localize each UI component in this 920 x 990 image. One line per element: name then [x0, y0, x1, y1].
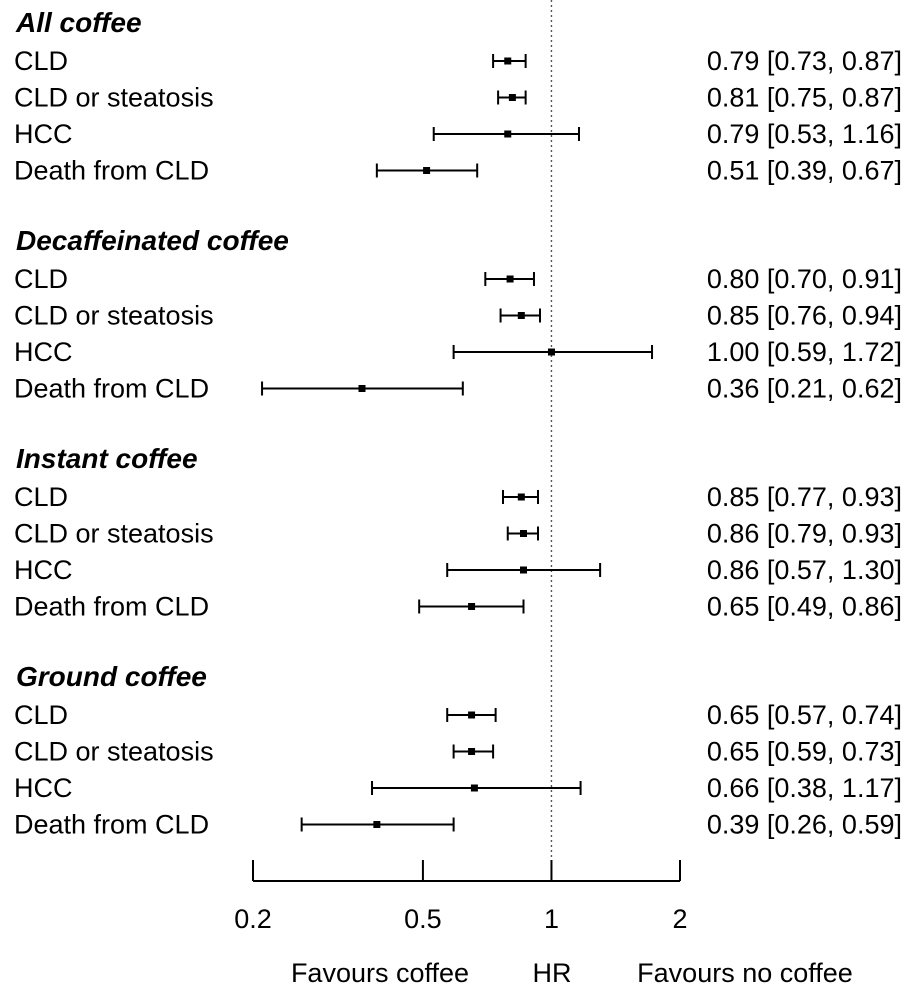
row-estimate: 0.66 [0.38, 1.17] [707, 773, 902, 803]
row-label: HCC [14, 337, 73, 367]
row-estimate: 0.36 [0.21, 0.62] [707, 374, 902, 404]
point-estimate [468, 711, 476, 719]
row-label: CLD or steatosis [14, 737, 214, 767]
forest-row: Death from CLD 0.36 [0.21, 0.62] [14, 374, 902, 404]
row-label: HCC [14, 119, 73, 149]
row-label: CLD [14, 482, 68, 512]
point-estimate [506, 275, 514, 283]
row-estimate: 0.51 [0.39, 0.67] [707, 156, 902, 186]
row-estimate: 0.65 [0.49, 0.86] [707, 592, 902, 622]
row-estimate: 0.86 [0.57, 1.30] [707, 555, 902, 585]
row-estimate: 1.00 [0.59, 1.72] [707, 337, 902, 367]
forest-row: CLD 0.65 [0.57, 0.74] [14, 700, 902, 730]
group-1: All coffee CLD 0.79 [0.73, 0.87] CLD or ste… [14, 7, 902, 186]
group-title: Decaffeinated coffee [16, 225, 289, 256]
row-label: Death from CLD [14, 810, 209, 840]
group-title: All coffee [15, 7, 142, 38]
tick-label: 2 [672, 904, 687, 934]
x-axis: 0.2 0.5 1 2 [234, 860, 688, 934]
row-label: CLD [14, 264, 68, 294]
forest-row: CLD 0.80 [0.70, 0.91] [14, 264, 902, 294]
group-title: Ground coffee [16, 661, 207, 692]
row-estimate: 0.79 [0.53, 1.16] [707, 119, 902, 149]
forest-row: CLD 0.85 [0.77, 0.93] [14, 482, 902, 512]
point-estimate [519, 566, 527, 574]
forest-row: CLD or steatosis 0.65 [0.59, 0.73] [14, 737, 902, 767]
point-estimate [517, 312, 525, 319]
forest-row: Death from CLD 0.65 [0.49, 0.86] [14, 592, 902, 622]
point-estimate [519, 530, 527, 537]
row-label: CLD or steatosis [14, 83, 214, 113]
row-estimate: 0.65 [0.57, 0.74] [707, 700, 902, 730]
row-estimate: 0.79 [0.73, 0.87] [707, 46, 902, 76]
forest-row: HCC 1.00 [0.59, 1.72] [14, 337, 902, 367]
forest-row: HCC 0.86 [0.57, 1.30] [14, 555, 902, 585]
point-estimate [468, 748, 476, 755]
point-estimate [358, 385, 366, 392]
point-estimate [423, 167, 431, 174]
caption-favours-no-coffee: Favours no coffee [637, 958, 853, 988]
point-estimate [517, 493, 525, 501]
row-label: CLD or steatosis [14, 519, 214, 549]
row-estimate: 0.65 [0.59, 0.73] [707, 737, 902, 767]
row-estimate: 0.80 [0.70, 0.91] [707, 264, 902, 294]
group-4: Ground coffee CLD 0.65 [0.57, 0.74] CLD or … [14, 661, 902, 840]
row-label: Death from CLD [14, 156, 209, 186]
point-estimate [547, 348, 555, 356]
forest-row: CLD or steatosis 0.85 [0.76, 0.94] [14, 301, 902, 331]
tick-label: 1 [544, 904, 559, 934]
row-label: HCC [14, 773, 73, 803]
row-label: CLD [14, 700, 68, 730]
forest-row: CLD or steatosis 0.81 [0.75, 0.87] [14, 83, 902, 113]
forest-row: Death from CLD 0.51 [0.39, 0.67] [14, 156, 902, 186]
row-estimate: 0.86 [0.79, 0.93] [707, 519, 902, 549]
forest-row: HCC 0.79 [0.53, 1.16] [14, 119, 902, 149]
row-estimate: 0.39 [0.26, 0.59] [707, 810, 902, 840]
point-estimate [468, 603, 476, 610]
forest-row: HCC 0.66 [0.38, 1.17] [14, 773, 902, 803]
point-estimate [504, 130, 512, 138]
row-label: Death from CLD [14, 374, 209, 404]
point-estimate [508, 94, 516, 101]
row-estimate: 0.81 [0.75, 0.87] [707, 83, 902, 113]
group-3: Instant coffee CLD 0.85 [0.77, 0.93] CLD or… [14, 443, 902, 622]
forest-rows: All coffee CLD 0.79 [0.73, 0.87] CLD or ste… [14, 7, 902, 840]
group-2: Decaffeinated coffee CLD 0.80 [0.70, 0.91]… [14, 225, 902, 404]
row-label: CLD or steatosis [14, 301, 214, 331]
forest-row: Death from CLD 0.39 [0.26, 0.59] [14, 810, 902, 840]
tick-label: 0.5 [404, 904, 442, 934]
tick-label: 0.2 [234, 904, 272, 934]
forest-row: CLD or steatosis 0.86 [0.79, 0.93] [14, 519, 902, 549]
point-estimate [373, 821, 381, 828]
group-title: Instant coffee [16, 443, 198, 474]
point-estimate [504, 57, 512, 65]
row-estimate: 0.85 [0.76, 0.94] [707, 301, 902, 331]
point-estimate [470, 784, 478, 792]
row-label: HCC [14, 555, 73, 585]
forest-row: CLD 0.79 [0.73, 0.87] [14, 46, 902, 76]
x-axis-captions: Favours coffee HR Favours no coffee [291, 958, 853, 988]
row-estimate: 0.85 [0.77, 0.93] [707, 482, 902, 512]
row-label: CLD [14, 46, 68, 76]
caption-hr: HR [533, 958, 572, 988]
caption-favours-coffee: Favours coffee [291, 958, 469, 988]
row-label: Death from CLD [14, 592, 209, 622]
